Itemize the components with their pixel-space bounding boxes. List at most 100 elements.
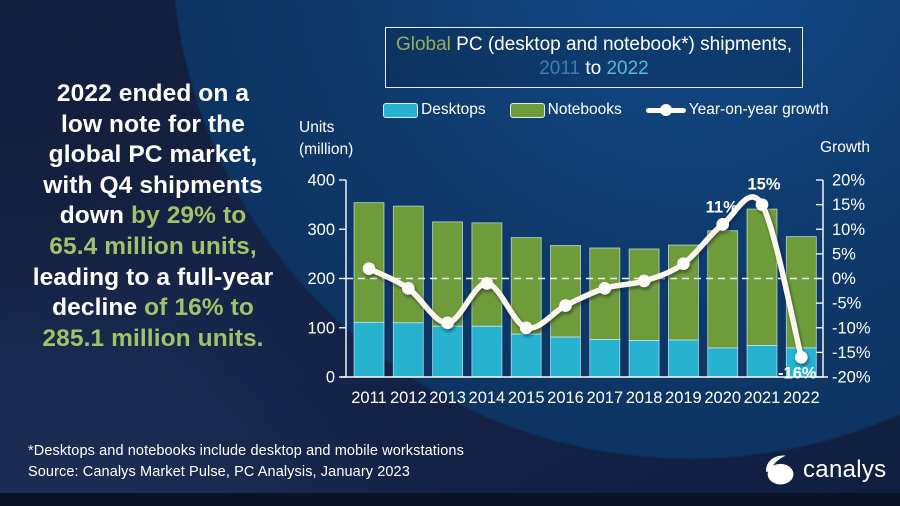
footnote-source: Source: Canalys Market Pulse, PC Analysi… xyxy=(28,464,410,480)
left-axis-tick-label: 100 xyxy=(307,319,335,337)
right-axis-tick-label: 10% xyxy=(832,221,865,239)
text-segment: 2011 xyxy=(539,57,581,79)
x-axis-year-label: 2020 xyxy=(704,389,741,407)
x-axis-year-label: 2017 xyxy=(586,389,623,407)
growth-annotation-2020: 11% xyxy=(706,198,738,216)
desktop-bar-2011 xyxy=(353,321,385,378)
x-axis-year-label: 2012 xyxy=(390,389,427,407)
headline-line: leading to a full-year xyxy=(20,263,286,294)
text-segment: leading to a full-year xyxy=(32,263,274,291)
growth-annotation-2021: 15% xyxy=(747,176,780,194)
text-segment: 65.4 million units, xyxy=(49,232,257,260)
right-axis-tick-label: 20% xyxy=(832,172,865,190)
text-segment: global PC market, xyxy=(48,141,258,169)
right-axis-tick-label: 15% xyxy=(832,196,865,214)
notebook-swatch-icon xyxy=(509,102,545,118)
text-segment: 2022 ended on a xyxy=(56,80,250,107)
notebook-bar-2020 xyxy=(707,230,739,349)
legend-label: Notebooks xyxy=(547,101,622,118)
right-axis-tick-label: 0% xyxy=(832,270,856,288)
right-axis-tick-label: -20% xyxy=(832,369,871,387)
growth-annotation-2022: -16% xyxy=(778,364,817,382)
bars-group xyxy=(353,202,817,378)
growth-point-2021 xyxy=(755,198,769,211)
x-axis-year-label: 2018 xyxy=(626,389,663,407)
desktop-bar-2013 xyxy=(432,325,464,378)
growth-point-2015 xyxy=(519,321,533,335)
growth-point-2020 xyxy=(716,218,729,231)
notebook-bar-2013 xyxy=(432,221,464,327)
desktop-bar-2018 xyxy=(628,340,660,378)
canalys-logo-icon xyxy=(766,455,794,485)
text-segment: by 29% to xyxy=(131,202,247,230)
text-segment: decline xyxy=(52,294,145,322)
left-axis-tick-label: 200 xyxy=(307,270,335,288)
headline-line: down by 29% to xyxy=(20,201,286,232)
growth-point-2017 xyxy=(598,282,612,295)
notebook-bar-2016 xyxy=(550,245,581,338)
axes-group: 0 100 200 300 400 -20% -15% -10% -5% 0% 5% 10% 15% 20… xyxy=(307,172,870,408)
headline-text: 2022 ended on a low note for the global PC… xyxy=(20,79,286,354)
right-axis-tick-label: 5% xyxy=(832,245,856,263)
desktop-bar-2020 xyxy=(707,347,739,378)
text-segment: 2022 xyxy=(606,57,649,79)
chart-title-line2: 2011 to 2022 xyxy=(390,57,798,81)
desktop-bar-2016 xyxy=(550,336,581,378)
growth-line-group xyxy=(362,194,808,364)
x-axis-year-label: 2014 xyxy=(469,389,506,407)
left-axis-title: Units (million) xyxy=(299,119,354,158)
x-axis-year-label: 2022 xyxy=(783,389,820,407)
left-axis-tick-label: 400 xyxy=(307,172,335,190)
notebook-bar-2012 xyxy=(392,205,424,324)
growth-point-2018 xyxy=(637,274,651,288)
headline-line: 2022 ended on a xyxy=(20,79,286,110)
desktop-bar-2012 xyxy=(392,322,424,378)
text-segment: down xyxy=(59,202,131,230)
desktop-bar-2017 xyxy=(589,339,621,378)
growth-point-2013 xyxy=(441,316,454,330)
notebook-bar-2019 xyxy=(667,244,699,341)
right-axis-tick-label: -5% xyxy=(832,295,862,313)
bottom-strip xyxy=(0,493,900,506)
text-segment: PC (desktop and notebook*) shipments, xyxy=(450,34,793,55)
desktop-bar-2019 xyxy=(667,339,699,378)
desktop-bar-2015 xyxy=(510,333,542,378)
desktop-swatch-icon xyxy=(383,102,418,118)
right-axis-title: Growth xyxy=(820,139,870,156)
desktop-bar-2021 xyxy=(746,345,778,378)
legend-item-notebooks: Notebooks xyxy=(509,101,622,119)
legend-item-year-on-year-growth: Year-on-year growth xyxy=(645,101,829,119)
notebook-bar-2018 xyxy=(628,248,660,341)
desktop-bar-2014 xyxy=(471,325,503,378)
headline-line: 285.1 million units. xyxy=(20,324,286,355)
shipments-chart: 0 100 200 300 400 -20% -15% -10% -5% 0% 5% 10% 15% 20… xyxy=(307,172,870,408)
legend-label: Desktops xyxy=(421,101,486,118)
canalys-logo-text: canalys xyxy=(803,455,887,483)
x-axis-year-label: 2013 xyxy=(429,389,466,407)
left-axis-tick-label: 0 xyxy=(326,369,335,387)
growth-point-2011 xyxy=(362,262,376,275)
x-axis-year-label: 2021 xyxy=(744,389,781,407)
growth-point-2014 xyxy=(480,277,494,290)
growth-point-2016 xyxy=(559,299,572,312)
chart-title-line1: Global PC (desktop and notebook*) shipme… xyxy=(390,33,798,57)
growth-point-2022 xyxy=(795,351,808,364)
legend-item-desktops: Desktops xyxy=(383,101,486,119)
legend: Desktops Notebooks Year-on-year growth xyxy=(383,101,829,119)
text-segment: 285.1 million units. xyxy=(42,324,264,352)
headline-line: 65.4 million units, xyxy=(20,232,286,263)
notebook-bar-2022 xyxy=(785,236,817,349)
growth-point-2019 xyxy=(677,257,690,271)
headline-line: global PC market, xyxy=(20,140,286,171)
headline-line: decline of 16% to xyxy=(20,293,286,324)
x-axis-year-label: 2019 xyxy=(665,389,702,407)
left-axis-tick-label: 300 xyxy=(307,221,335,239)
text-segment: with Q4 shipments xyxy=(43,171,263,199)
right-axis-tick-label: -10% xyxy=(832,319,871,337)
footnote-asterisk: *Desktops and notebooks include desktop … xyxy=(28,443,464,459)
text-segment: low note for the xyxy=(61,110,245,138)
right-axis-tick-label: -15% xyxy=(832,344,871,362)
chart-title-box: Global PC (desktop and notebook*) shipme… xyxy=(385,27,803,88)
headline-line: with Q4 shipments xyxy=(20,171,286,202)
